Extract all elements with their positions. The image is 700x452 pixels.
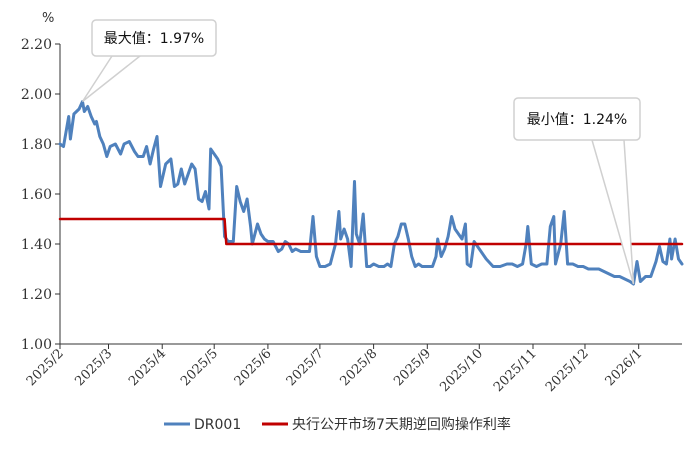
y-tick-label: 2.20 bbox=[21, 37, 52, 53]
x-tick-label: 2025/5 bbox=[178, 346, 221, 389]
x-tick-label: 2025/10 bbox=[437, 346, 486, 395]
legend-item-reverse-repo-rate: 央行公开市场7天期逆回购操作利率 bbox=[262, 416, 511, 433]
y-tick-label: 2.00 bbox=[21, 87, 52, 103]
callout-text: 最大值：1.97% bbox=[104, 31, 204, 47]
callout-pointer bbox=[81, 55, 143, 103]
x-tick-label: 2025/4 bbox=[126, 346, 169, 389]
x-tick-label: 2025/3 bbox=[72, 346, 115, 389]
callout-text: 最小值：1.24% bbox=[527, 112, 627, 128]
y-unit-label: % bbox=[42, 11, 54, 26]
callouts: 最大值：1.97% 最小值：1.24% bbox=[81, 19, 641, 285]
x-tick-label: 2025/6 bbox=[232, 346, 275, 389]
x-tick-label: 2025/12 bbox=[543, 346, 592, 395]
legend-item-dr001: DR001 bbox=[164, 417, 241, 433]
x-tick-label: 2025/8 bbox=[337, 346, 380, 389]
x-tick-label: 2026/1 bbox=[603, 346, 646, 389]
series-line-dr001 bbox=[58, 100, 684, 286]
x-tick-label: 2025/11 bbox=[491, 346, 540, 395]
x-tick-label: 2025/9 bbox=[391, 346, 434, 389]
plot-area bbox=[58, 100, 684, 286]
callout-min: 最小值：1.24% bbox=[513, 97, 641, 285]
y-tick-label: 1.40 bbox=[21, 237, 52, 253]
y-tick-label: 1.00 bbox=[21, 337, 52, 353]
y-tick-label: 1.80 bbox=[21, 137, 52, 153]
x-axis: 2025/2 2025/3 2025/4 2025/5 2025/6 2025/7 2025… bbox=[24, 343, 682, 395]
series-line-reverse-repo-rate bbox=[58, 217, 684, 246]
legend-label: 央行公开市场7天期逆回购操作利率 bbox=[292, 416, 511, 433]
y-tick-label: 1.20 bbox=[21, 287, 52, 303]
x-tick-label: 2025/7 bbox=[284, 346, 327, 389]
callout-box bbox=[91, 19, 217, 57]
callout-max: 最大值：1.97% bbox=[81, 19, 217, 103]
legend-label: DR001 bbox=[194, 417, 241, 433]
y-tick-label: 1.60 bbox=[21, 187, 52, 203]
y-axis: 2.20 2.00 1.80 1.60 1.40 1.20 1.00% bbox=[21, 11, 61, 353]
callout-pointer bbox=[591, 139, 635, 285]
callout-box bbox=[513, 97, 641, 141]
legend: DR001 央行公开市场7天期逆回购操作利率 bbox=[164, 416, 511, 433]
